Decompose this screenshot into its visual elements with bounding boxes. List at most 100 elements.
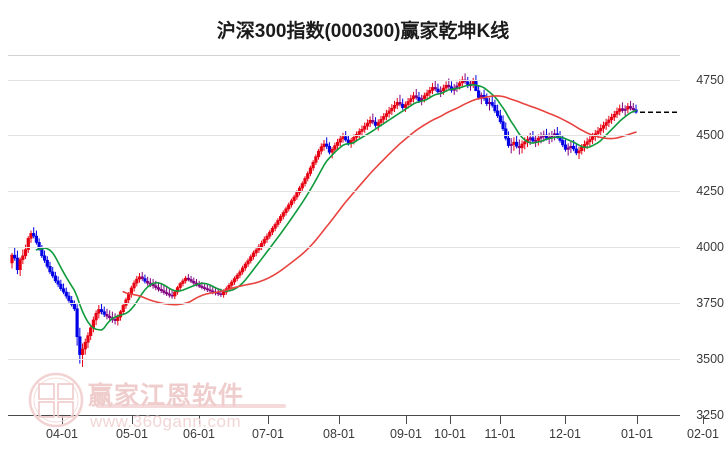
candlestick (403, 101, 407, 113)
x-axis-tick-label: 12-01 (549, 427, 581, 441)
candlestick (205, 284, 209, 293)
x-axis-tick-label: 10-01 (434, 427, 466, 441)
candlestick (97, 304, 101, 319)
candlestick (42, 250, 47, 263)
candlestick (300, 181, 304, 191)
x-axis-labels: 04-01 05-01 06-01 07-01 08-01 09-01 10-01 11-01… (0, 415, 726, 450)
candlestick (159, 283, 163, 294)
x-axis-baseline (8, 415, 680, 416)
candlestick (99, 303, 104, 315)
grid-line (8, 359, 680, 361)
candlestick (178, 281, 182, 291)
candlestick (338, 135, 342, 147)
candlestick (284, 206, 288, 216)
candlestick (414, 88, 418, 100)
candlestick (588, 135, 592, 147)
x-axis-tick-label: 09-01 (390, 427, 422, 441)
candlestick (192, 277, 196, 285)
candlestick (91, 316, 95, 333)
candlestick (455, 81, 459, 92)
candlestick (325, 137, 329, 149)
candlestick (129, 285, 133, 298)
candlestick (365, 119, 370, 130)
candlestick (167, 288, 171, 298)
candlestick (297, 185, 302, 196)
candlestick (287, 202, 291, 212)
candlestick (390, 104, 394, 115)
x-axis-tick-label: 06-01 (183, 427, 215, 441)
candlestick (620, 102, 625, 113)
candlestick (509, 138, 513, 154)
candlestick (105, 308, 109, 320)
candlestick (308, 165, 313, 177)
candlestick (181, 278, 185, 287)
candlestick (18, 257, 22, 276)
y-axis-tick-label: 4250 (696, 184, 724, 199)
candlestick (515, 135, 519, 149)
candlestick (531, 131, 535, 144)
candlestick (395, 97, 399, 110)
candlestick (306, 171, 310, 182)
candlestick (425, 89, 429, 100)
candlestick (94, 310, 98, 326)
candlestick (496, 104, 500, 119)
plot-area (8, 55, 680, 416)
candlestick (29, 230, 33, 243)
candlestick (265, 233, 269, 243)
candlestick (170, 289, 174, 299)
grid-line (8, 191, 680, 193)
candlestick (137, 273, 142, 283)
candlestick (615, 107, 619, 119)
candlestick (520, 140, 524, 154)
candlestick (360, 125, 364, 136)
candlestick (292, 194, 296, 204)
candlestick (135, 275, 139, 287)
x-axis-tick-label: 11-01 (484, 427, 516, 441)
candlestick (335, 138, 340, 150)
candlestick (428, 86, 432, 98)
candlestick (278, 214, 283, 224)
candlestick (89, 325, 93, 341)
candlestick (322, 139, 326, 151)
candlestick (368, 116, 372, 127)
candlestick (208, 285, 212, 294)
candlestick (569, 141, 573, 153)
x-axis-tick-mark (62, 415, 63, 424)
candlestick (23, 244, 28, 259)
candlestick (376, 119, 380, 131)
candlestick (251, 250, 256, 260)
x-axis-tick-label: 07-01 (252, 427, 284, 441)
candlestick (281, 210, 285, 220)
candlestick (612, 110, 616, 121)
x-axis-tick-label: 01-01 (621, 427, 653, 441)
candlestick (599, 124, 603, 136)
y-axis-labels: 4750 4500 4250 4000 3750 3500 3250 (680, 55, 726, 422)
candlestick (232, 276, 237, 285)
candlestick (439, 86, 443, 98)
candlestick (45, 256, 49, 269)
candlestick (371, 113, 375, 125)
candlestick (70, 296, 74, 307)
candlestick (243, 261, 247, 271)
candlestick (582, 140, 587, 152)
candlestick (387, 106, 391, 118)
candlestick (273, 222, 277, 232)
candlestick (566, 143, 570, 156)
candlestick (623, 105, 627, 116)
candlestick (246, 258, 250, 267)
candlestick (341, 132, 345, 143)
candlestick (165, 287, 169, 297)
candlestick (487, 97, 492, 111)
candlestick (609, 113, 614, 124)
candlestick (268, 229, 272, 239)
candlestick (146, 276, 150, 286)
x-axis-tick-label: 02-01 (687, 427, 719, 441)
candlestick (482, 89, 486, 101)
candlestick (72, 300, 76, 312)
x-axis-tick-mark (132, 415, 133, 424)
candlestick (26, 236, 30, 253)
candlestick (512, 137, 516, 151)
candlestick (64, 287, 68, 299)
candlestick (86, 332, 90, 348)
candlestick (363, 122, 367, 133)
